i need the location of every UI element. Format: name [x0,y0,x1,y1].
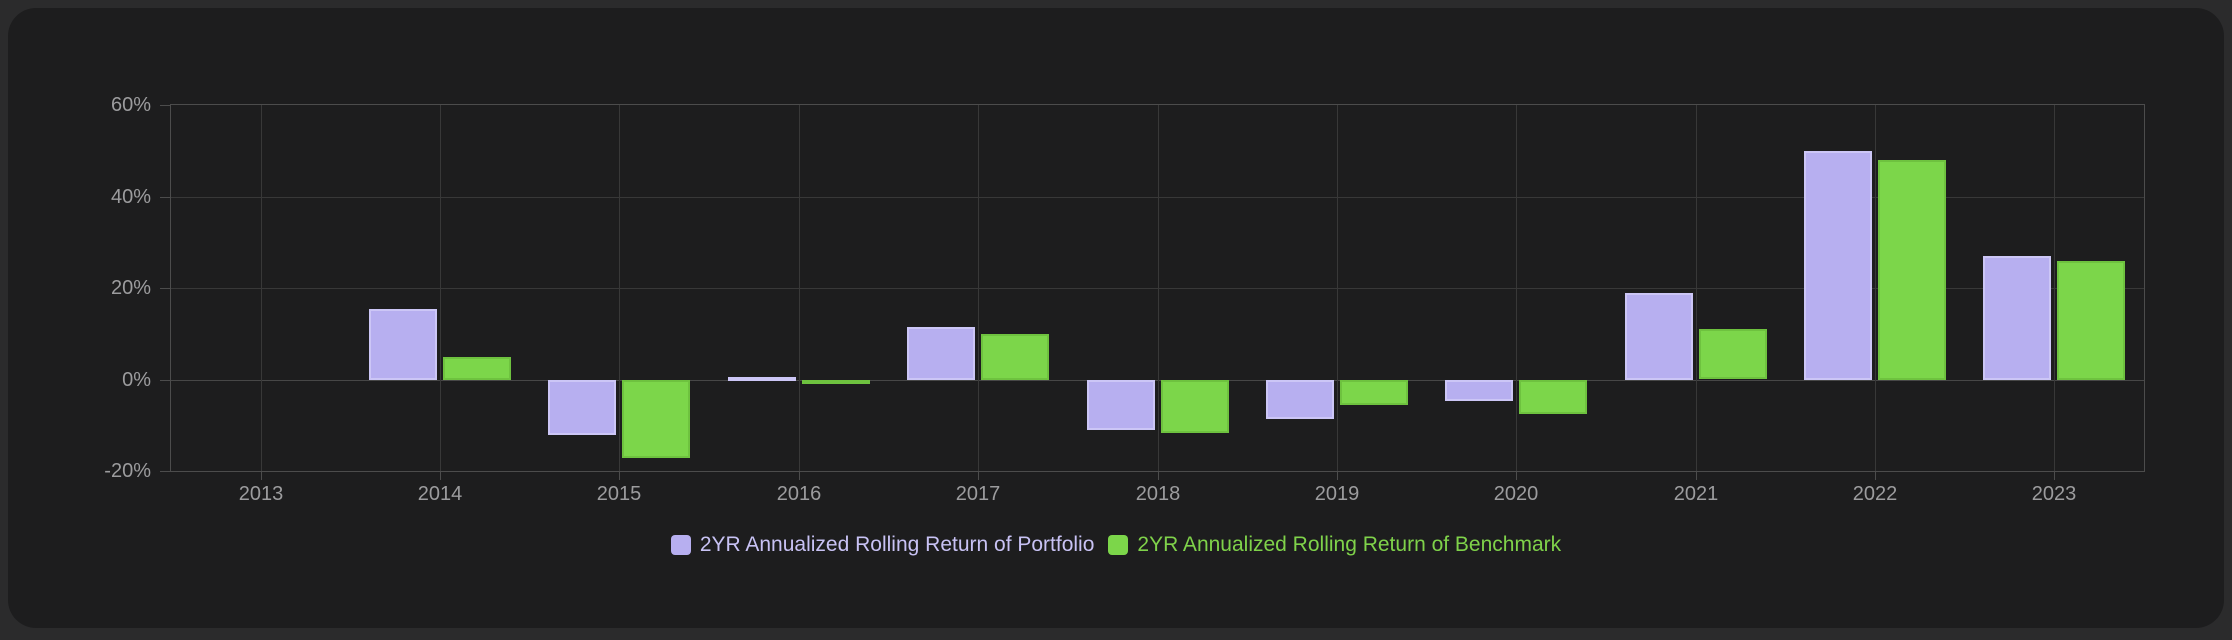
x-axis-tick [799,471,800,480]
bar-benchmark-2015[interactable] [622,380,690,458]
bar-benchmark-2020[interactable] [1519,380,1587,414]
x-axis-tick [440,471,441,480]
x-axis-label: 2023 [2031,483,2077,505]
bar-portfolio-2019[interactable] [1266,380,1334,419]
gridline-x-2015 [619,105,620,471]
x-axis-tick [2054,471,2055,480]
plot-area: 60% 40% 20% 0% -20% 2013 2014 2015 2016 2017 2018 2… [104,94,2145,505]
bar-portfolio-2014[interactable] [369,309,437,380]
x-axis-label: 2022 [1852,483,1898,505]
bar-portfolio-2020[interactable] [1445,380,1513,401]
bar-portfolio-2015[interactable] [548,380,616,435]
x-axis-label: 2017 [955,483,1001,505]
legend-item-benchmark[interactable]: 2YR Annualized Rolling Return of Benchma… [1108,532,1561,558]
x-axis-label: 2020 [1493,483,1539,505]
y-axis-label: 60% [110,94,151,116]
x-axis-tick [978,471,979,480]
gridline-x-2014 [440,105,441,471]
x-axis-label: 2016 [776,483,822,505]
chart-legend: 2YR Annualized Rolling Return of Portfol… [8,528,2224,562]
x-axis-label: 2015 [596,483,642,505]
y-axis-tick [160,380,170,381]
gridline-y-0 [171,380,2144,381]
y-axis-tick [160,105,170,106]
bar-benchmark-2021[interactable] [1699,329,1767,379]
x-axis-label: 2013 [238,483,284,505]
gridline-x-2017 [978,105,979,471]
gridline-x-2018 [1158,105,1159,471]
gridline-x-2016 [799,105,800,471]
x-axis-tick [261,471,262,480]
x-axis-label: 2019 [1314,483,1360,505]
gridline-y-20 [171,288,2144,289]
y-axis-tick [160,471,170,472]
bar-portfolio-2021[interactable] [1625,293,1693,380]
gridline-x-2022 [1875,105,1876,471]
bar-portfolio-2018[interactable] [1087,380,1155,430]
gridline-x-2020 [1516,105,1517,471]
gridline-x-2021 [1696,105,1697,471]
bar-benchmark-2016[interactable] [802,380,870,384]
y-axis-label: -20% [104,460,151,482]
bar-benchmark-2014[interactable] [443,357,511,380]
chart-card: 60% 40% 20% 0% -20% 2013 2014 2015 2016 2017 2018 2… [8,8,2224,628]
x-axis-label: 2021 [1673,483,1719,505]
legend-item-portfolio[interactable]: 2YR Annualized Rolling Return of Portfol… [670,532,1095,558]
bar-benchmark-2018[interactable] [1161,380,1229,433]
bar-benchmark-2022[interactable] [1878,160,1946,380]
legend-label-benchmark: 2YR Annualized Rolling Return of Benchma… [1137,533,1562,556]
gridline-y-40 [171,197,2144,198]
gridline-x-2019 [1337,105,1338,471]
x-axis-tick [1696,471,1697,480]
gridline-x-2013 [261,105,262,471]
x-axis-tick [1875,471,1876,480]
y-axis-label: 0% [122,369,151,391]
bar-benchmark-2017[interactable] [981,334,1049,380]
bar-portfolio-2017[interactable] [907,327,975,380]
y-axis-label: 20% [110,277,151,299]
bar-portfolio-2023[interactable] [1983,256,2051,380]
x-axis-tick [619,471,620,480]
portfolio-swatch-icon [670,535,691,555]
bar-benchmark-2023[interactable] [2057,261,2125,380]
benchmark-swatch-icon [1108,535,1129,555]
y-axis-label: 40% [110,186,151,208]
bar-portfolio-2022[interactable] [1804,151,1872,380]
y-axis-tick [160,288,170,289]
x-axis-tick [1158,471,1159,480]
bar-benchmark-2019[interactable] [1340,380,1408,405]
x-axis-tick [1337,471,1338,480]
bar-portfolio-2016[interactable] [728,377,796,381]
legend-label-portfolio: 2YR Annualized Rolling Return of Portfol… [699,533,1095,556]
x-axis-label: 2018 [1135,483,1181,505]
y-axis-tick [160,197,170,198]
x-axis-tick [1516,471,1517,480]
x-axis-label: 2014 [417,483,463,505]
gridline-x-2023 [2054,105,2055,471]
